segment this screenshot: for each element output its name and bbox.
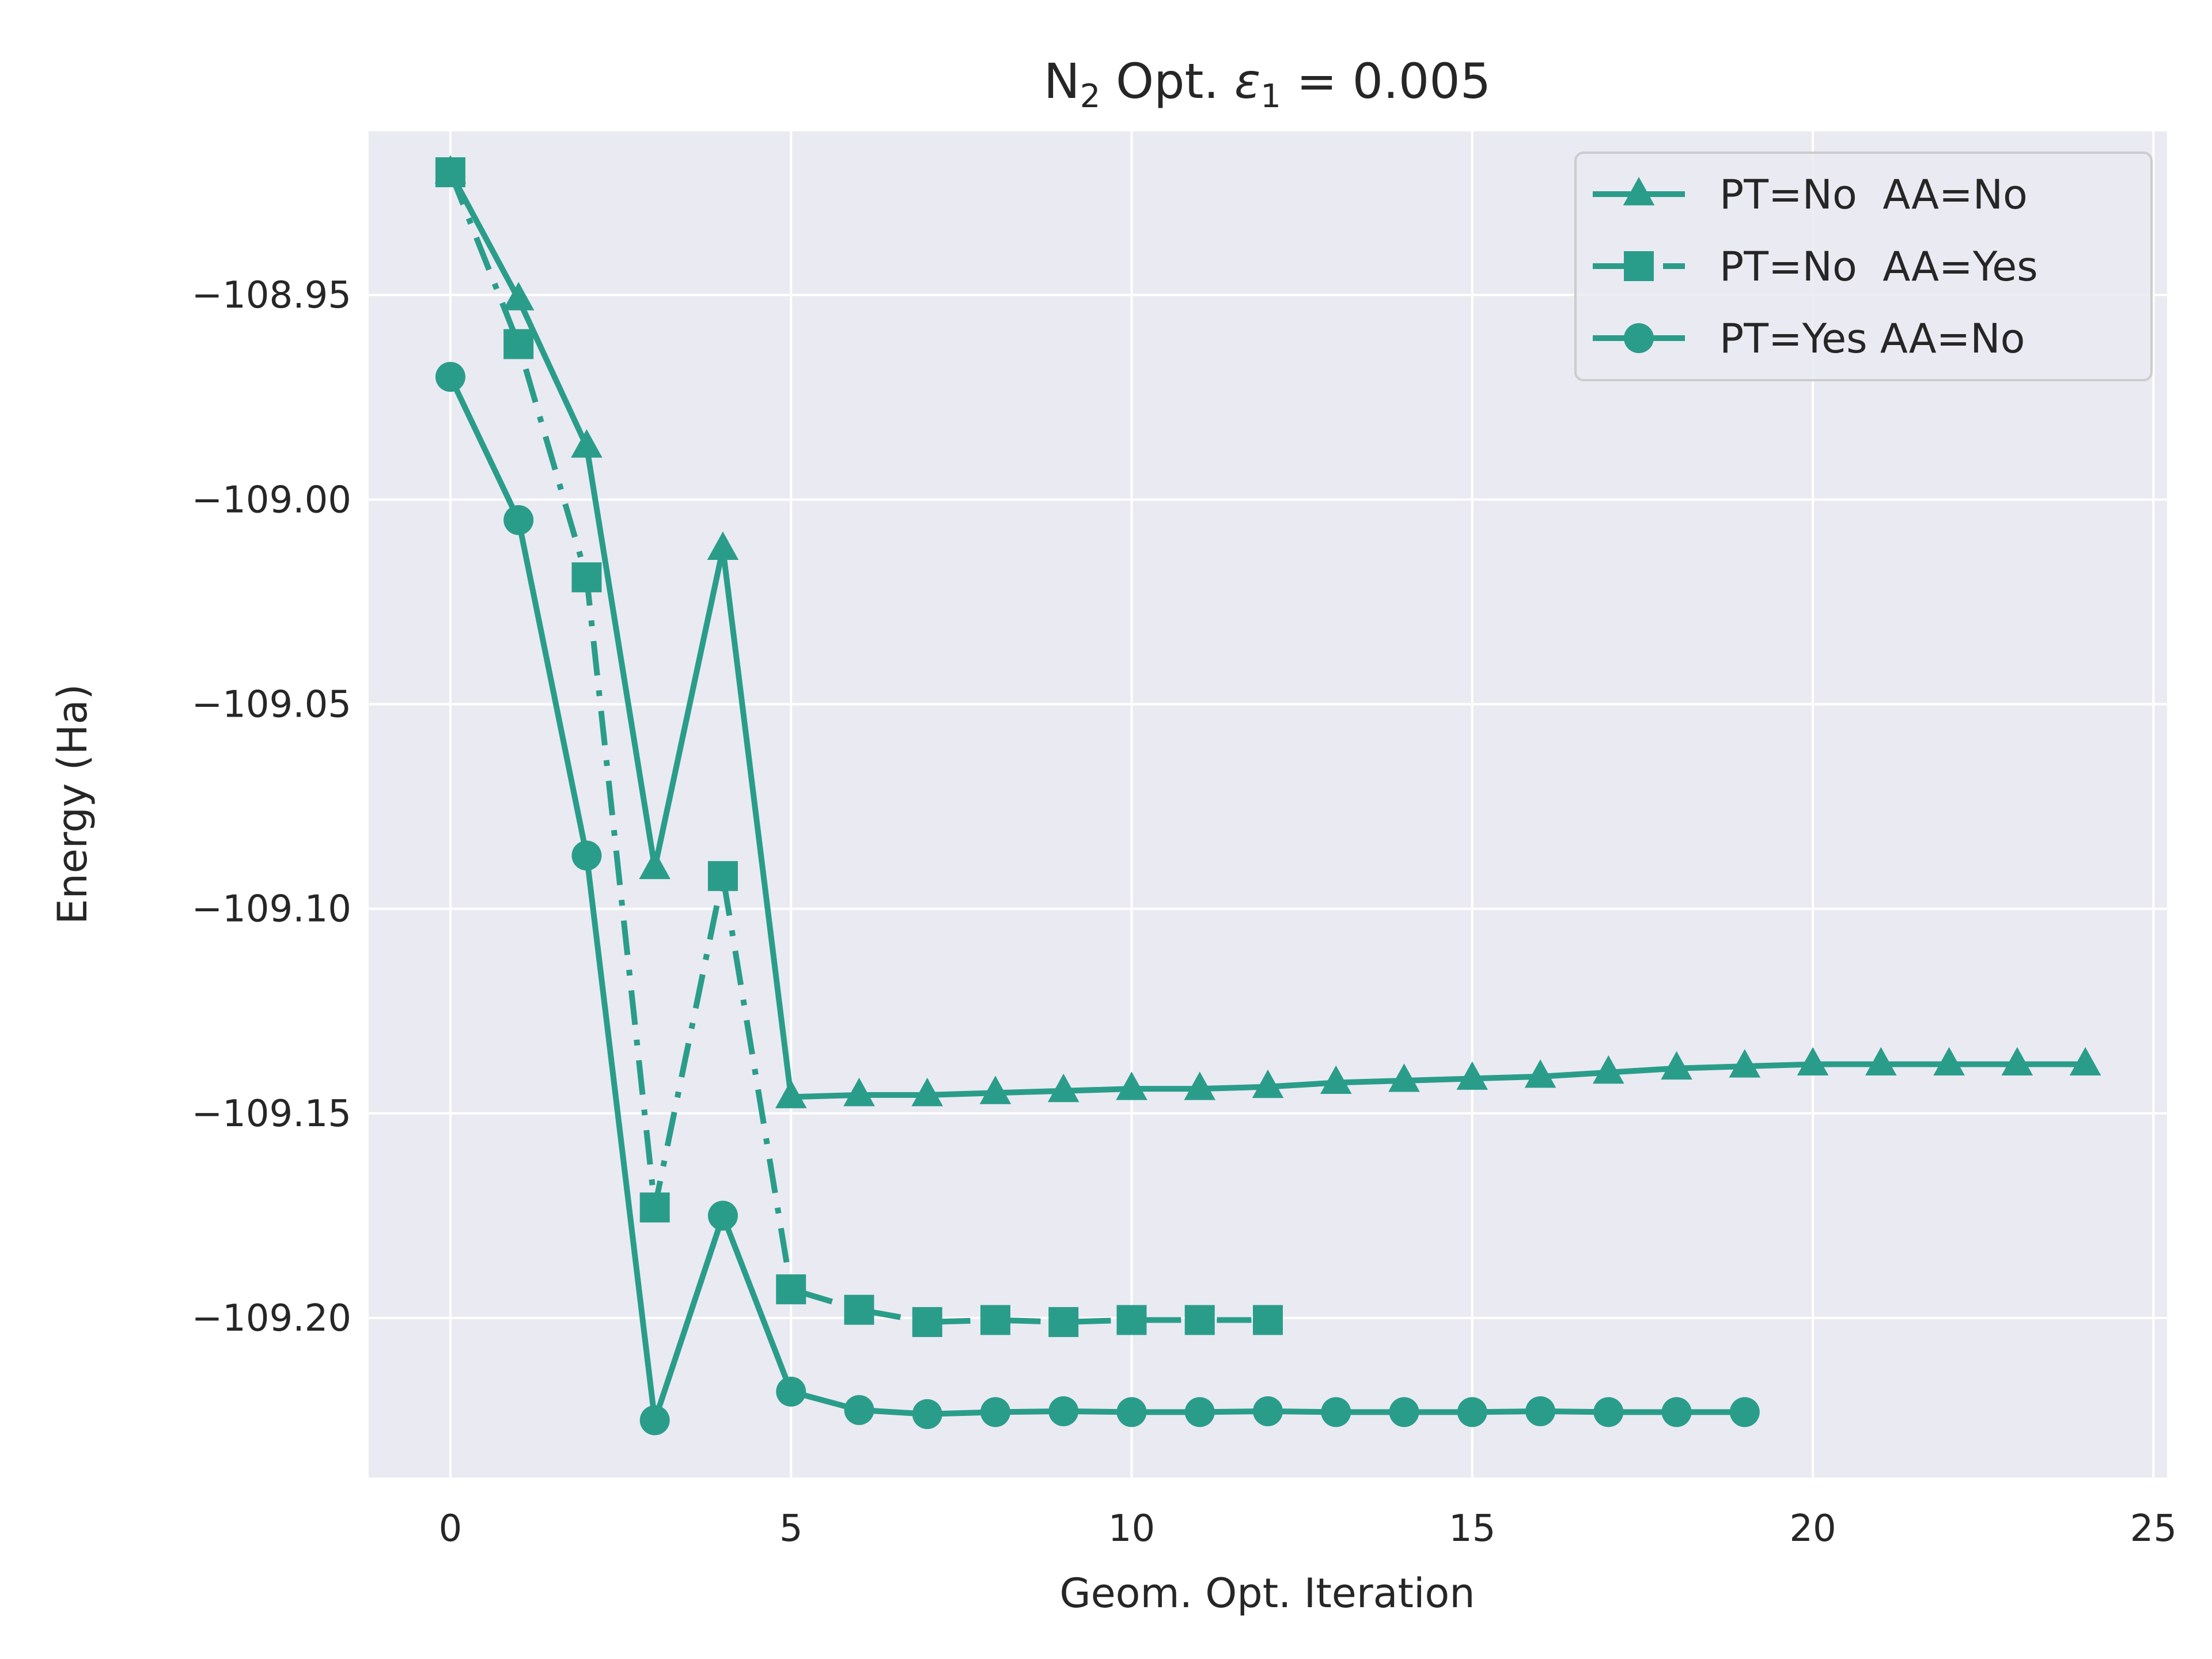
legend-entry: PT=No AA=Yes: [1593, 243, 2038, 290]
y-tick-label: −109.15: [191, 1093, 351, 1135]
data-point-circle: [1048, 1396, 1079, 1426]
data-point-circle: [1593, 1397, 1624, 1427]
data-point-triangle: [911, 1077, 944, 1107]
data-point-circle: [1321, 1397, 1351, 1427]
data-point-circle: [707, 1200, 738, 1231]
data-point-triangle: [1320, 1065, 1352, 1094]
series-layer: [434, 155, 2101, 1435]
data-point-square: [571, 562, 602, 593]
x-tick-label: 15: [1449, 1508, 1495, 1550]
tick-labels: 0 5 10 15 20 25 −109.20 −109.15 −109.10 −109.05 −1…: [191, 274, 2177, 1550]
series-1: [434, 155, 2101, 1108]
y-tick-label: −109.05: [191, 683, 351, 726]
data-point-triangle: [1456, 1061, 1488, 1090]
data-point-square: [1048, 1307, 1079, 1338]
data-point-triangle: [639, 850, 671, 880]
data-point-square: [776, 1274, 806, 1305]
y-axis-label: Energy (Ha): [49, 684, 96, 924]
data-point-square: [503, 329, 534, 359]
data-point-square: [707, 861, 738, 891]
data-point-circle: [1116, 1397, 1147, 1427]
x-axis-label: Geom. Opt. Iteration: [1059, 1570, 1475, 1617]
data-point-triangle: [1116, 1071, 1147, 1100]
data-point-circle: [1729, 1397, 1760, 1427]
data-point-circle: [912, 1399, 942, 1429]
data-point-square: [639, 1192, 670, 1223]
data-point-triangle: [1661, 1051, 1692, 1080]
data-point-circle: [1184, 1397, 1215, 1427]
data-point-square: [844, 1294, 874, 1325]
data-point-triangle: [502, 282, 535, 310]
data-point-circle: [571, 840, 602, 871]
data-point-triangle: [707, 531, 739, 560]
data-point-circle: [1253, 1396, 1283, 1426]
y-tick-label: −109.00: [191, 479, 351, 521]
data-point-square: [1184, 1305, 1215, 1335]
data-point-circle: [1525, 1396, 1556, 1426]
legend-entry: PT=No AA=No: [1593, 171, 2028, 218]
data-point-square: [912, 1307, 942, 1338]
data-point-triangle: [1933, 1047, 1965, 1076]
data-point-square: [980, 1305, 1010, 1335]
data-point-circle: [844, 1395, 874, 1425]
data-point-triangle: [571, 429, 603, 458]
data-point-circle: [1389, 1397, 1419, 1427]
data-point-circle: [980, 1397, 1010, 1427]
legend: PT=No AA=No PT=No AA=Yes PT=Yes AA=No: [1574, 151, 2153, 381]
data-point-circle: [1661, 1397, 1692, 1427]
data-point-circle: [435, 362, 465, 392]
x-tick-label: 5: [779, 1508, 803, 1550]
x-tick-label: 0: [439, 1508, 463, 1550]
y-tick-label: −109.10: [191, 888, 351, 931]
data-point-square: [1253, 1305, 1283, 1335]
data-point-square: [1116, 1305, 1147, 1335]
legend-label: PT=Yes AA=No: [1719, 315, 2025, 362]
data-point-triangle: [2069, 1047, 2101, 1076]
y-tick-label: −109.20: [191, 1297, 351, 1340]
legend-label: PT=No AA=Yes: [1719, 243, 2038, 290]
legend-marker-square: [1624, 251, 1654, 281]
data-point-triangle: [843, 1077, 875, 1107]
data-point-circle: [639, 1405, 670, 1435]
chart-title: N2 Opt. ε1 = 0.005: [1044, 53, 1491, 115]
legend-entry: PT=Yes AA=No: [1593, 315, 2025, 362]
data-point-triangle: [1047, 1073, 1080, 1103]
data-point-triangle: [1729, 1049, 1761, 1078]
x-tick-label: 20: [1789, 1508, 1836, 1550]
series-3: [435, 362, 1760, 1435]
data-point-triangle: [1184, 1071, 1216, 1100]
x-tick-label: 25: [2130, 1508, 2177, 1550]
data-point-triangle: [2001, 1047, 2033, 1076]
series-2: [435, 157, 1283, 1338]
data-point-circle: [503, 505, 534, 535]
grid-lines: [369, 131, 2167, 1478]
data-point-square: [435, 157, 465, 188]
legend-label: PT=No AA=No: [1719, 171, 2028, 218]
data-point-triangle: [775, 1080, 807, 1108]
y-tick-label: −108.95: [191, 274, 351, 317]
legend-entries: PT=No AA=No PT=No AA=Yes PT=Yes AA=No: [1593, 171, 2038, 362]
data-point-triangle: [979, 1075, 1012, 1104]
x-tick-label: 10: [1108, 1508, 1155, 1550]
legend-marker-circle: [1624, 323, 1654, 353]
data-point-circle: [1457, 1397, 1487, 1427]
legend-frame: [1574, 151, 2153, 381]
legend-marker-triangle: [1623, 177, 1655, 206]
data-point-circle: [776, 1376, 806, 1407]
data-point-triangle: [1252, 1069, 1284, 1099]
data-point-triangle: [1865, 1047, 1897, 1076]
data-point-triangle: [1797, 1047, 1829, 1076]
data-point-triangle: [1592, 1055, 1624, 1084]
data-point-triangle: [1524, 1059, 1556, 1088]
data-point-triangle: [1388, 1063, 1420, 1092]
